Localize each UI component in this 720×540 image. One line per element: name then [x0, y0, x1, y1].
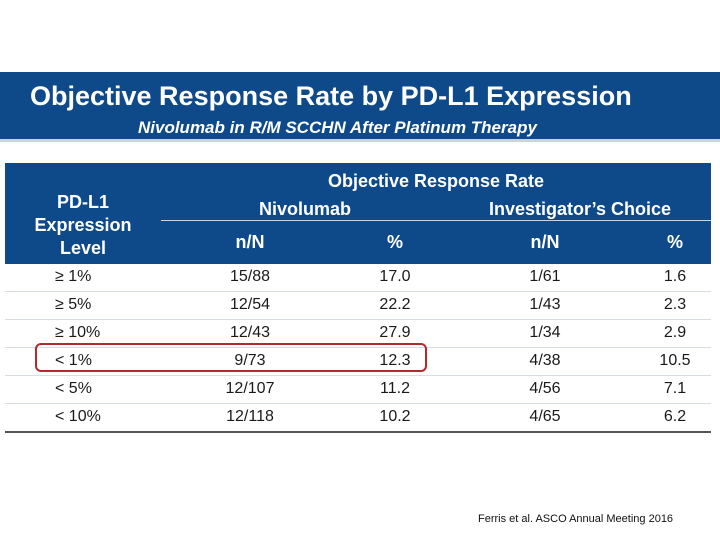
slide-subtitle: Nivolumab in R/M SCCHN After Platinum Th…	[138, 118, 537, 137]
table-row: < 5% 12/107 11.2 4/56 7.1	[5, 376, 711, 404]
ic-nN-cell: 4/38	[529, 352, 561, 369]
table-row: < 10% 12/118 10.2 4/65 6.2	[5, 404, 711, 433]
slide-title: Objective Response Rate by PD-L1 Express…	[30, 81, 632, 111]
table-row: ≥ 1% 15/88 17.0 1/61 1.6	[5, 264, 711, 292]
ic-nN-cell: 1/34	[529, 324, 561, 341]
table-header: PD-L1 Expression Level Objective Respons…	[5, 163, 711, 264]
title-banner: Objective Response Rate by PD-L1 Express…	[0, 72, 720, 142]
nivo-nN-cell: 12/43	[229, 324, 271, 341]
nivo-pct-cell: 27.9	[379, 324, 411, 341]
nivo-pct-cell: 11.2	[380, 380, 410, 397]
nivo-pct-cell: 22.2	[379, 296, 411, 313]
pdl1-level-cell: < 10%	[55, 408, 101, 425]
table-row: ≥ 10% 12/43 27.9 1/34 2.9	[5, 320, 711, 348]
nivo-nN-cell: 12/118	[226, 408, 274, 425]
nivo-nN-cell: 12/107	[225, 380, 275, 397]
ic-nN-header: n/N	[530, 232, 560, 252]
pdl1-level-cell: < 5%	[55, 380, 92, 397]
ic-pct-cell: 1.6	[663, 268, 687, 285]
orr-table: PD-L1 Expression Level Objective Respons…	[5, 163, 711, 433]
ic-nN-cell: 4/56	[529, 380, 561, 397]
nivo-nN-cell: 12/54	[229, 296, 271, 313]
ic-nN-cell: 1/43	[529, 296, 561, 313]
ic-pct-cell: 2.3	[663, 296, 687, 313]
citation: Ferris et al. ASCO Annual Meeting 2016	[478, 513, 674, 525]
table-body: ≥ 1% 15/88 17.0 1/61 1.6 ≥ 5% 12/54 22.2…	[5, 264, 711, 433]
pdl1-level-cell: ≥ 10%	[55, 324, 101, 341]
orr-group-header: Objective Response Rate	[327, 171, 545, 191]
table-row: ≥ 5% 12/54 22.2 1/43 2.3	[5, 292, 711, 320]
ic-nN-cell: 1/61	[529, 268, 561, 285]
ic-pct-cell: 6.2	[663, 408, 687, 425]
nivo-pct-header: %	[386, 232, 403, 252]
pdl1-header-line-2: Expression	[34, 215, 132, 235]
nivo-nN-cell: 9/73	[234, 352, 266, 369]
pdl1-level-cell: ≥ 5%	[55, 296, 92, 313]
pdl1-header-line-3: Level	[59, 238, 107, 258]
nivo-pct-cell: 17.0	[379, 268, 411, 285]
pdl1-level-cell: < 1%	[55, 352, 92, 369]
pdl1-header: PD-L1 Expression Level	[5, 191, 161, 260]
investigators-choice-header: Investigator’s Choice	[488, 199, 672, 219]
nivo-pct-cell: 10.2	[379, 408, 411, 425]
header-divider	[161, 220, 711, 221]
nivolumab-header: Nivolumab	[258, 199, 351, 219]
ic-pct-cell: 7.1	[663, 380, 687, 397]
ic-nN-cell: 4/65	[529, 408, 561, 425]
nivo-nN-header: n/N	[235, 232, 265, 252]
nivo-pct-cell: 12.3	[379, 352, 411, 369]
ic-pct-header: %	[666, 232, 683, 252]
ic-pct-cell: 2.9	[663, 324, 687, 341]
table-row-highlighted: < 1% 9/73 12.3 4/38 10.5	[5, 348, 711, 376]
ic-pct-cell: 10.5	[659, 352, 691, 369]
pdl1-header-line-1: PD-L1	[56, 192, 109, 212]
pdl1-level-cell: ≥ 1%	[55, 268, 92, 285]
nivo-nN-cell: 15/88	[229, 268, 271, 285]
